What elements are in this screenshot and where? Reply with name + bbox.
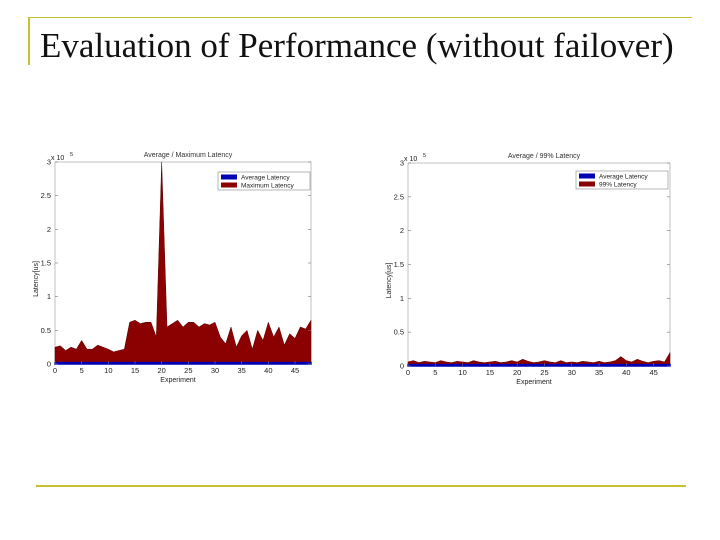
legend-swatch (579, 181, 595, 187)
y-tick-label: 0.5 (394, 328, 404, 337)
y-tick-label: 1.5 (41, 259, 51, 268)
y-axis-label: Latency[us] (33, 261, 40, 297)
x-tick-label: 15 (131, 366, 139, 375)
y-axis-label: Latency[us] (386, 263, 393, 299)
decor-line-left (28, 17, 30, 65)
x-tick-label: 5 (433, 368, 437, 377)
x-tick-label: 35 (237, 366, 245, 375)
x-tick-label: 20 (157, 366, 165, 375)
x-tick-label: 5 (80, 366, 84, 375)
y-tick-label: 1.5 (394, 260, 404, 269)
x-axis-label: Experiment (516, 379, 551, 386)
y-tick-label: 3 (400, 159, 404, 168)
decor-line-bottom (36, 485, 686, 487)
x-axis-label: Experiment (160, 377, 195, 384)
y-exponent-power: 5 (423, 153, 426, 159)
y-tick-label: 1 (47, 292, 51, 301)
x-tick-label: 45 (291, 366, 299, 375)
x-tick-label: 25 (540, 368, 548, 377)
chart-title: Average / Maximum Latency (144, 152, 233, 159)
y-tick-label: 2.5 (41, 191, 51, 200)
y-exponent-label: x 10 (404, 156, 417, 163)
series-area-average (54, 361, 312, 365)
y-exponent-label: x 10 (51, 155, 64, 162)
legend-swatch (221, 174, 237, 180)
chart-title: Average / 99% Latency (508, 153, 581, 160)
y-tick-label: 0.5 (41, 326, 51, 335)
legend-swatch (221, 182, 237, 188)
legend-swatch (579, 173, 595, 179)
x-tick-label: 10 (104, 366, 112, 375)
y-tick-label: 2 (400, 226, 404, 235)
y-exponent-power: 5 (70, 152, 73, 158)
x-tick-label: 40 (264, 366, 272, 375)
x-tick-label: 35 (595, 368, 603, 377)
x-tick-label: 10 (458, 368, 466, 377)
x-tick-label: 15 (486, 368, 494, 377)
plot-area (407, 162, 671, 367)
series-area-average (407, 363, 671, 367)
legend-label: 99% Latency (599, 182, 637, 189)
x-tick-label: 25 (184, 366, 192, 375)
legend-label: Maximum Latency (241, 183, 294, 190)
y-tick-label: 1 (400, 294, 404, 303)
series-area-peak (54, 161, 312, 365)
x-tick-label: 30 (568, 368, 576, 377)
y-tick-label: 3 (47, 158, 51, 167)
slide-title: Evaluation of Performance (without failo… (40, 26, 674, 65)
x-tick-label: 45 (649, 368, 657, 377)
x-tick-label: 0 (406, 368, 410, 377)
y-tick-label: 0 (400, 362, 404, 371)
series-area-peak (407, 351, 671, 367)
legend-label: Average Latency (241, 175, 290, 182)
y-tick-label: 2.5 (394, 192, 404, 201)
x-tick-label: 0 (53, 366, 57, 375)
legend-box (217, 171, 311, 191)
decor-line-top (28, 17, 692, 18)
x-tick-label: 30 (211, 366, 219, 375)
x-tick-label: 20 (513, 368, 521, 377)
y-tick-label: 2 (47, 225, 51, 234)
x-tick-label: 40 (622, 368, 630, 377)
legend-box (575, 170, 669, 190)
legend-label: Average Latency (599, 174, 648, 181)
y-tick-label: 0 (47, 360, 51, 369)
